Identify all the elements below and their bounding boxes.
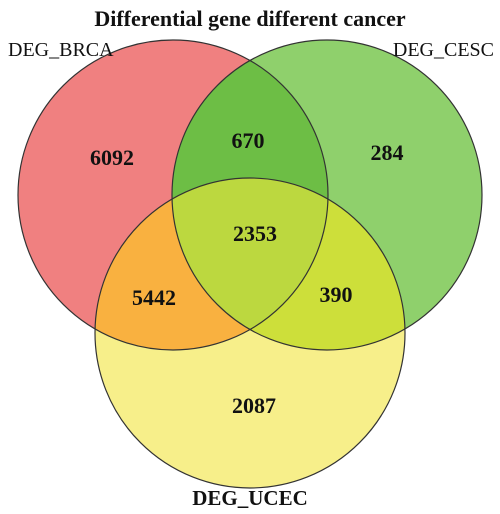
set-label-cesc: DEG_CESC [393,39,494,61]
count-ucec-only: 2087 [232,393,276,418]
set-label-ucec: DEG_UCEC [192,486,308,510]
set-label-brca: DEG_BRCA [8,39,114,61]
count-cesc-ucec: 390 [320,282,353,307]
outline-brca [17,39,329,351]
count-cesc-only: 284 [371,140,404,165]
count-brca-cesc: 670 [232,128,265,153]
count-brca-ucec: 5442 [132,285,176,310]
count-brca-only: 6092 [90,145,134,170]
outline-ucec [94,177,406,489]
diagram-title: Differential gene different cancer [94,6,406,31]
count-all-three: 2353 [233,221,277,246]
outline-cesc [171,39,483,351]
